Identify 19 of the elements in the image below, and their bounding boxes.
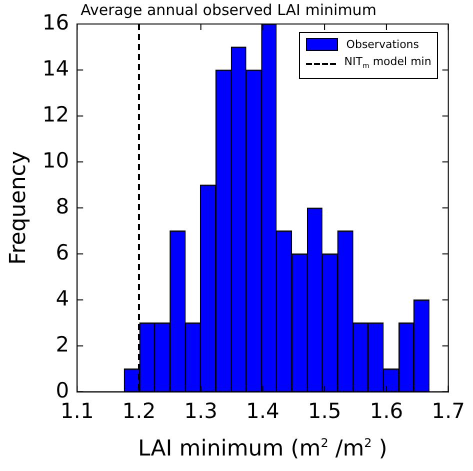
x-axis-title: LAI minimum (m$^{2}$ /m$^{2}$ ) — [136, 436, 388, 462]
y-tick-label: 14 — [42, 56, 70, 80]
x-tick-label: 1.7 — [432, 398, 466, 423]
chart-title: Average annual observed LAI minimum — [80, 0, 376, 19]
x-tick-label: 1.5 — [308, 398, 342, 423]
y-tick-label: 16 — [42, 10, 70, 34]
x-tick-label: 1.3 — [184, 398, 218, 423]
y-tick-label: 4 — [56, 286, 70, 310]
y-tick-label: 10 — [42, 148, 70, 172]
y-tick-label: 12 — [42, 102, 70, 126]
x-tick-label: 1.6 — [370, 398, 404, 423]
x-tick-label: 1.2 — [122, 398, 156, 423]
y-axis-title: Frequency — [6, 151, 31, 265]
legend-label: Observations — [346, 37, 420, 53]
y-tick-label: 2 — [56, 332, 70, 356]
x-tick-label: 1.4 — [246, 398, 280, 423]
y-tick-label: 8 — [56, 194, 70, 218]
y-tick-label: 6 — [56, 240, 70, 264]
ref-line-label: NIT$_{m}$ model min — [344, 54, 432, 72]
